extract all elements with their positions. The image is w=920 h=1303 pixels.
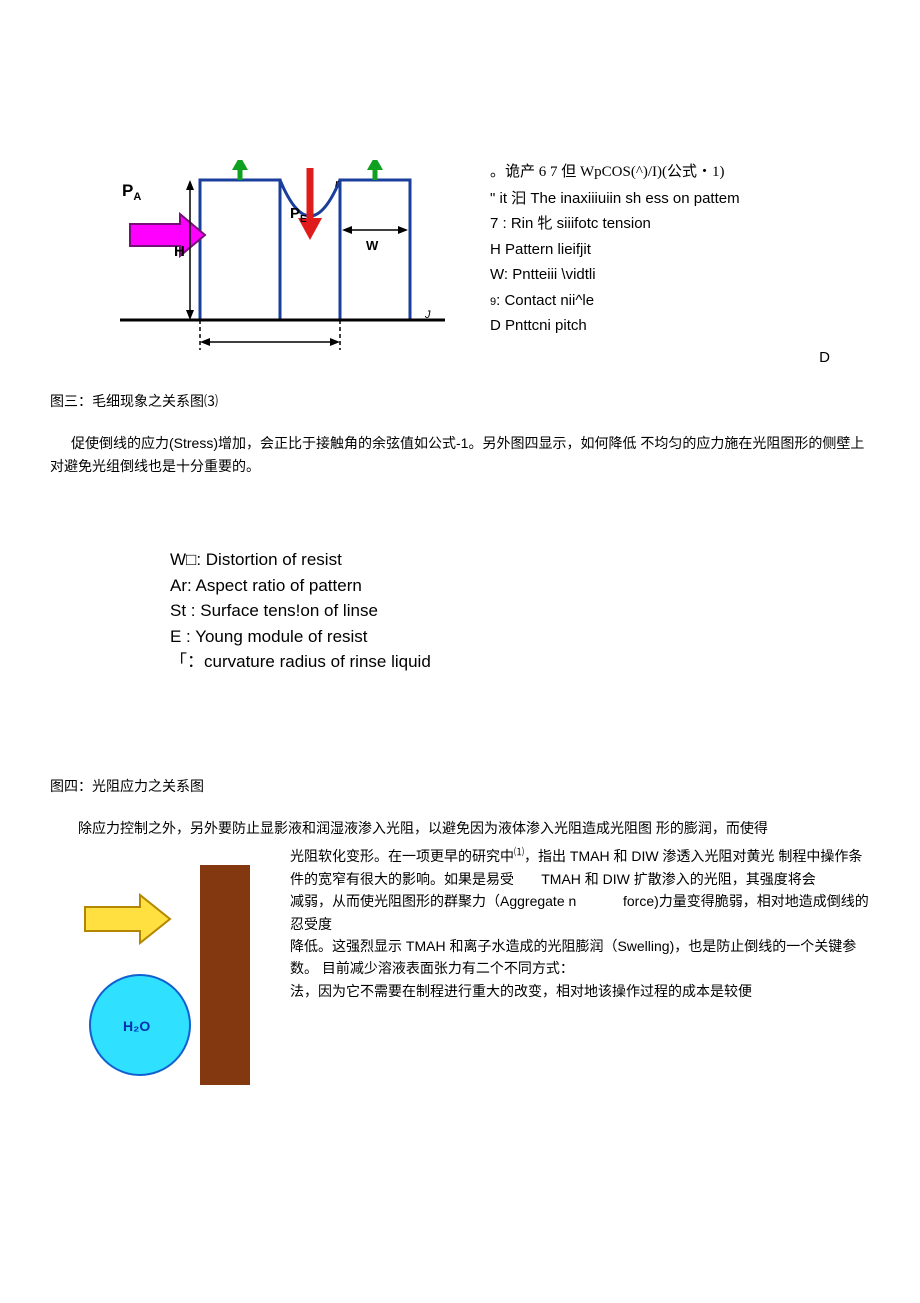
resist-block bbox=[200, 865, 250, 1085]
figure-3-equation-text: 。诡产 6 7 但 WpCOS(^)/I)(公式・1) " it 汩 The i… bbox=[490, 160, 870, 370]
d-arrow bbox=[200, 338, 340, 346]
eq-line-3: 7 : Rin 牝 siiifotc tension bbox=[490, 211, 870, 237]
eq-line-1: 。诡产 6 7 但 WpCOS(^)/I)(公式・1) bbox=[490, 160, 870, 186]
eq-line-6: 9: Contact nii^le bbox=[490, 288, 870, 314]
paragraph-1: 促使倒线的应力(Stress)增加，会正比于接触角的余弦值如公式-1。另外图四显… bbox=[50, 432, 870, 477]
lower-l4: 法，因为它不需要在制程进行重大的改变，相对地该操作过程的成本是较便 bbox=[290, 983, 752, 999]
lower-l3: 降低。这强烈显示 TMAH 和离子水造成的光阻膨润（Swelling)，也是防止… bbox=[290, 938, 856, 976]
legend-line-4: E : Young module of resist bbox=[170, 624, 870, 650]
lower-l1e: 扩散渗入的光阻，其强度将会 bbox=[634, 871, 816, 887]
figure-4-caption: 图四：光阻应力之关系图 bbox=[50, 775, 870, 797]
legend-line-1: W□: Distortion of resist bbox=[170, 547, 870, 573]
h2o-label: H₂O bbox=[123, 1018, 150, 1034]
eq-line-5: W: Pntteiii \vidtli bbox=[490, 262, 870, 288]
left-force-arrow bbox=[130, 214, 205, 256]
pa-label: PA bbox=[122, 181, 141, 203]
j-label: J bbox=[424, 309, 431, 321]
pe-label: PE bbox=[290, 205, 307, 225]
paragraph-2-lead: 除应力控制之外，另外要防止显影液和润湿液渗入光阻，以避免因为液体渗入光阻造成光阻… bbox=[50, 817, 870, 839]
figure-3-caption: 图三：毛细现象之关系图⑶ bbox=[50, 390, 870, 412]
lower-l1a: 光阻软化变形。在一项更早的研究中 bbox=[290, 848, 514, 864]
up-arrow-right bbox=[367, 160, 383, 180]
down-arrow bbox=[298, 168, 322, 240]
lower-l1d: TMAH 和 DIW bbox=[541, 871, 630, 887]
figure-3-diagram: r bbox=[110, 160, 470, 360]
lower-l1b: ⑴ bbox=[514, 848, 524, 859]
legend-line-5: 「：curvature radius of rinse liquid bbox=[170, 649, 870, 675]
eq-line-2: " it 汩 The inaxiiiuiin sh ess on pattem bbox=[490, 186, 870, 212]
figure-4-legend: W□: Distortion of resist Ar: Aspect rati… bbox=[170, 547, 870, 675]
eq-line-7: D Pnttcni pitch bbox=[490, 313, 870, 339]
lower-paragraph: 光阻软化变形。在一项更早的研究中⑴，指出 TMAH 和 DIW 渗透入光阻对黄光… bbox=[290, 845, 870, 1085]
figure-5-diagram: H₂O bbox=[50, 865, 280, 1085]
up-arrow-left bbox=[232, 160, 248, 180]
eq-line-4: H Pattern lieifjit bbox=[490, 237, 870, 263]
left-pillar bbox=[200, 180, 280, 320]
lower-l2a: 减弱，从而使光阻图形的群聚力（Aggregate n bbox=[290, 893, 576, 909]
yellow-arrow bbox=[85, 895, 170, 943]
corner-d: D bbox=[490, 345, 870, 371]
legend-line-3: St : Surface tens!on of linse bbox=[170, 598, 870, 624]
legend-line-2: Ar: Aspect ratio of pattern bbox=[170, 573, 870, 599]
w-label: W bbox=[366, 238, 379, 253]
h-label: H bbox=[174, 243, 185, 260]
